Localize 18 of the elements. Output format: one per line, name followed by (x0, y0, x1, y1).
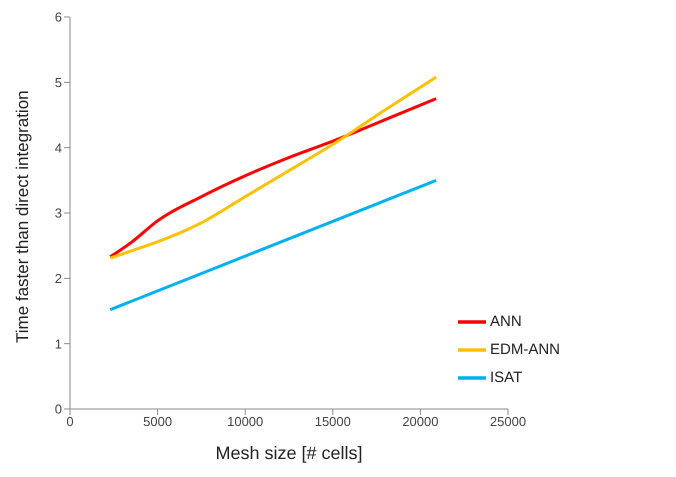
x-tick-label: 15000 (314, 414, 351, 430)
x-tick-label: 25000 (490, 414, 526, 430)
y-tick-label: 0 (54, 402, 62, 417)
y-tick-label: 6 (54, 10, 62, 25)
y-tick-label: 1 (54, 336, 62, 352)
x-tick-label: 10000 (227, 414, 264, 430)
x-tick-label: 5000 (143, 414, 172, 430)
y-tick-label: 4 (54, 140, 62, 156)
x-tick-label: 0 (66, 414, 74, 430)
y-tick-label: 5 (54, 74, 62, 90)
y-axis-title: Time faster than direct integration (13, 90, 32, 343)
legend-label: ISAT (490, 369, 522, 386)
y-tick-label: 3 (54, 206, 62, 221)
y-tick-label: 2 (54, 270, 62, 286)
legend-label: ANN (490, 313, 522, 330)
x-tick-label: 20000 (402, 414, 438, 430)
x-axis-title: Mesh size [# cells] (215, 443, 363, 463)
legend-label: EDM-ANN (490, 341, 560, 358)
